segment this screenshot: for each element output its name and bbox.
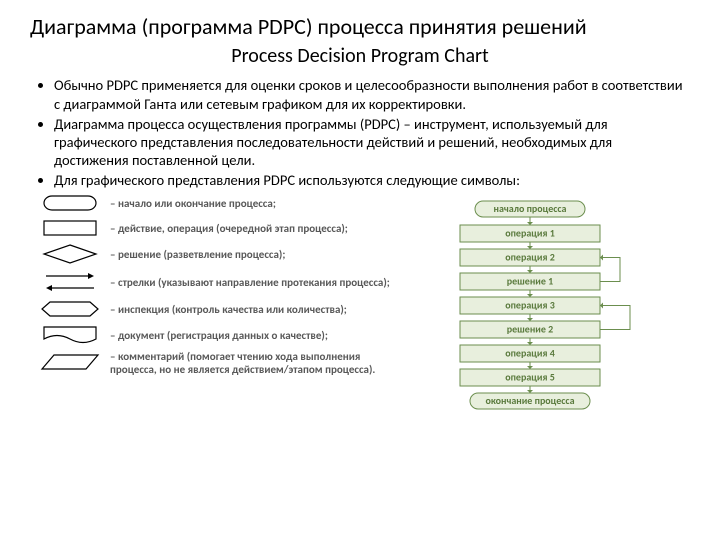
svg-text:операция 1: операция 1	[505, 227, 555, 240]
svg-text:операция 3: операция 3	[505, 299, 555, 312]
svg-text:решение 2: решение 2	[507, 323, 553, 336]
svg-text:операция 2: операция 2	[505, 251, 555, 264]
symbol-legend: – начало или окончание процесса; – действ…	[40, 193, 400, 415]
bullet-list: Обычно PDPC применяется для оценки сроко…	[30, 76, 690, 189]
legend-text: – инспекция (контроль качества или колич…	[110, 304, 400, 317]
legend-row: – действие, операция (очередной этап про…	[40, 218, 400, 241]
legend-text: – документ (регистрация данных о качеств…	[110, 330, 400, 343]
legend-text: – стрелки (указывают направление протека…	[110, 277, 400, 290]
legend-text: – решение (разветвление процесса);	[110, 249, 400, 262]
svg-text:окончание процесса: окончание процесса	[485, 394, 574, 407]
rect-icon	[40, 218, 100, 241]
svg-text:решение 1: решение 1	[507, 275, 553, 288]
arrows-icon	[40, 270, 100, 297]
legend-row: – комментарий (помогает чтению хода выпо…	[40, 351, 400, 376]
document-icon	[40, 324, 100, 349]
terminator-icon	[40, 193, 100, 216]
bullet-item: Обычно PDPC применяется для оценки сроко…	[54, 76, 690, 112]
parallelogram-icon	[40, 352, 100, 375]
legend-row: – начало или окончание процесса;	[40, 193, 400, 216]
legend-row: – стрелки (указывают направление протека…	[40, 270, 400, 297]
flowchart: начало процесса операция 1 операция 2 решен…	[420, 193, 690, 415]
hexagon-icon	[40, 299, 100, 322]
legend-text: – начало или окончание процесса;	[110, 198, 400, 211]
legend-row: – документ (регистрация данных о качеств…	[40, 324, 400, 349]
slide-subtitle: Process Decision Program Chart	[30, 44, 690, 68]
bullet-item: Диаграмма процесса осуществления програм…	[54, 115, 690, 169]
svg-text:начало процесса: начало процесса	[493, 202, 566, 215]
legend-row: – инспекция (контроль качества или колич…	[40, 299, 400, 322]
bullet-item: Для графического представления PDPC испо…	[54, 171, 690, 189]
diamond-icon	[40, 243, 100, 268]
slide-title: Диаграмма (программа PDPC) процесса прин…	[30, 14, 690, 40]
svg-text:операция 4: операция 4	[505, 347, 555, 360]
svg-text:операция 5: операция 5	[505, 371, 555, 384]
legend-text: – комментарий (помогает чтению хода выпо…	[110, 351, 400, 376]
legend-text: – действие, операция (очередной этап про…	[110, 223, 400, 236]
legend-row: – решение (разветвление процесса);	[40, 243, 400, 268]
